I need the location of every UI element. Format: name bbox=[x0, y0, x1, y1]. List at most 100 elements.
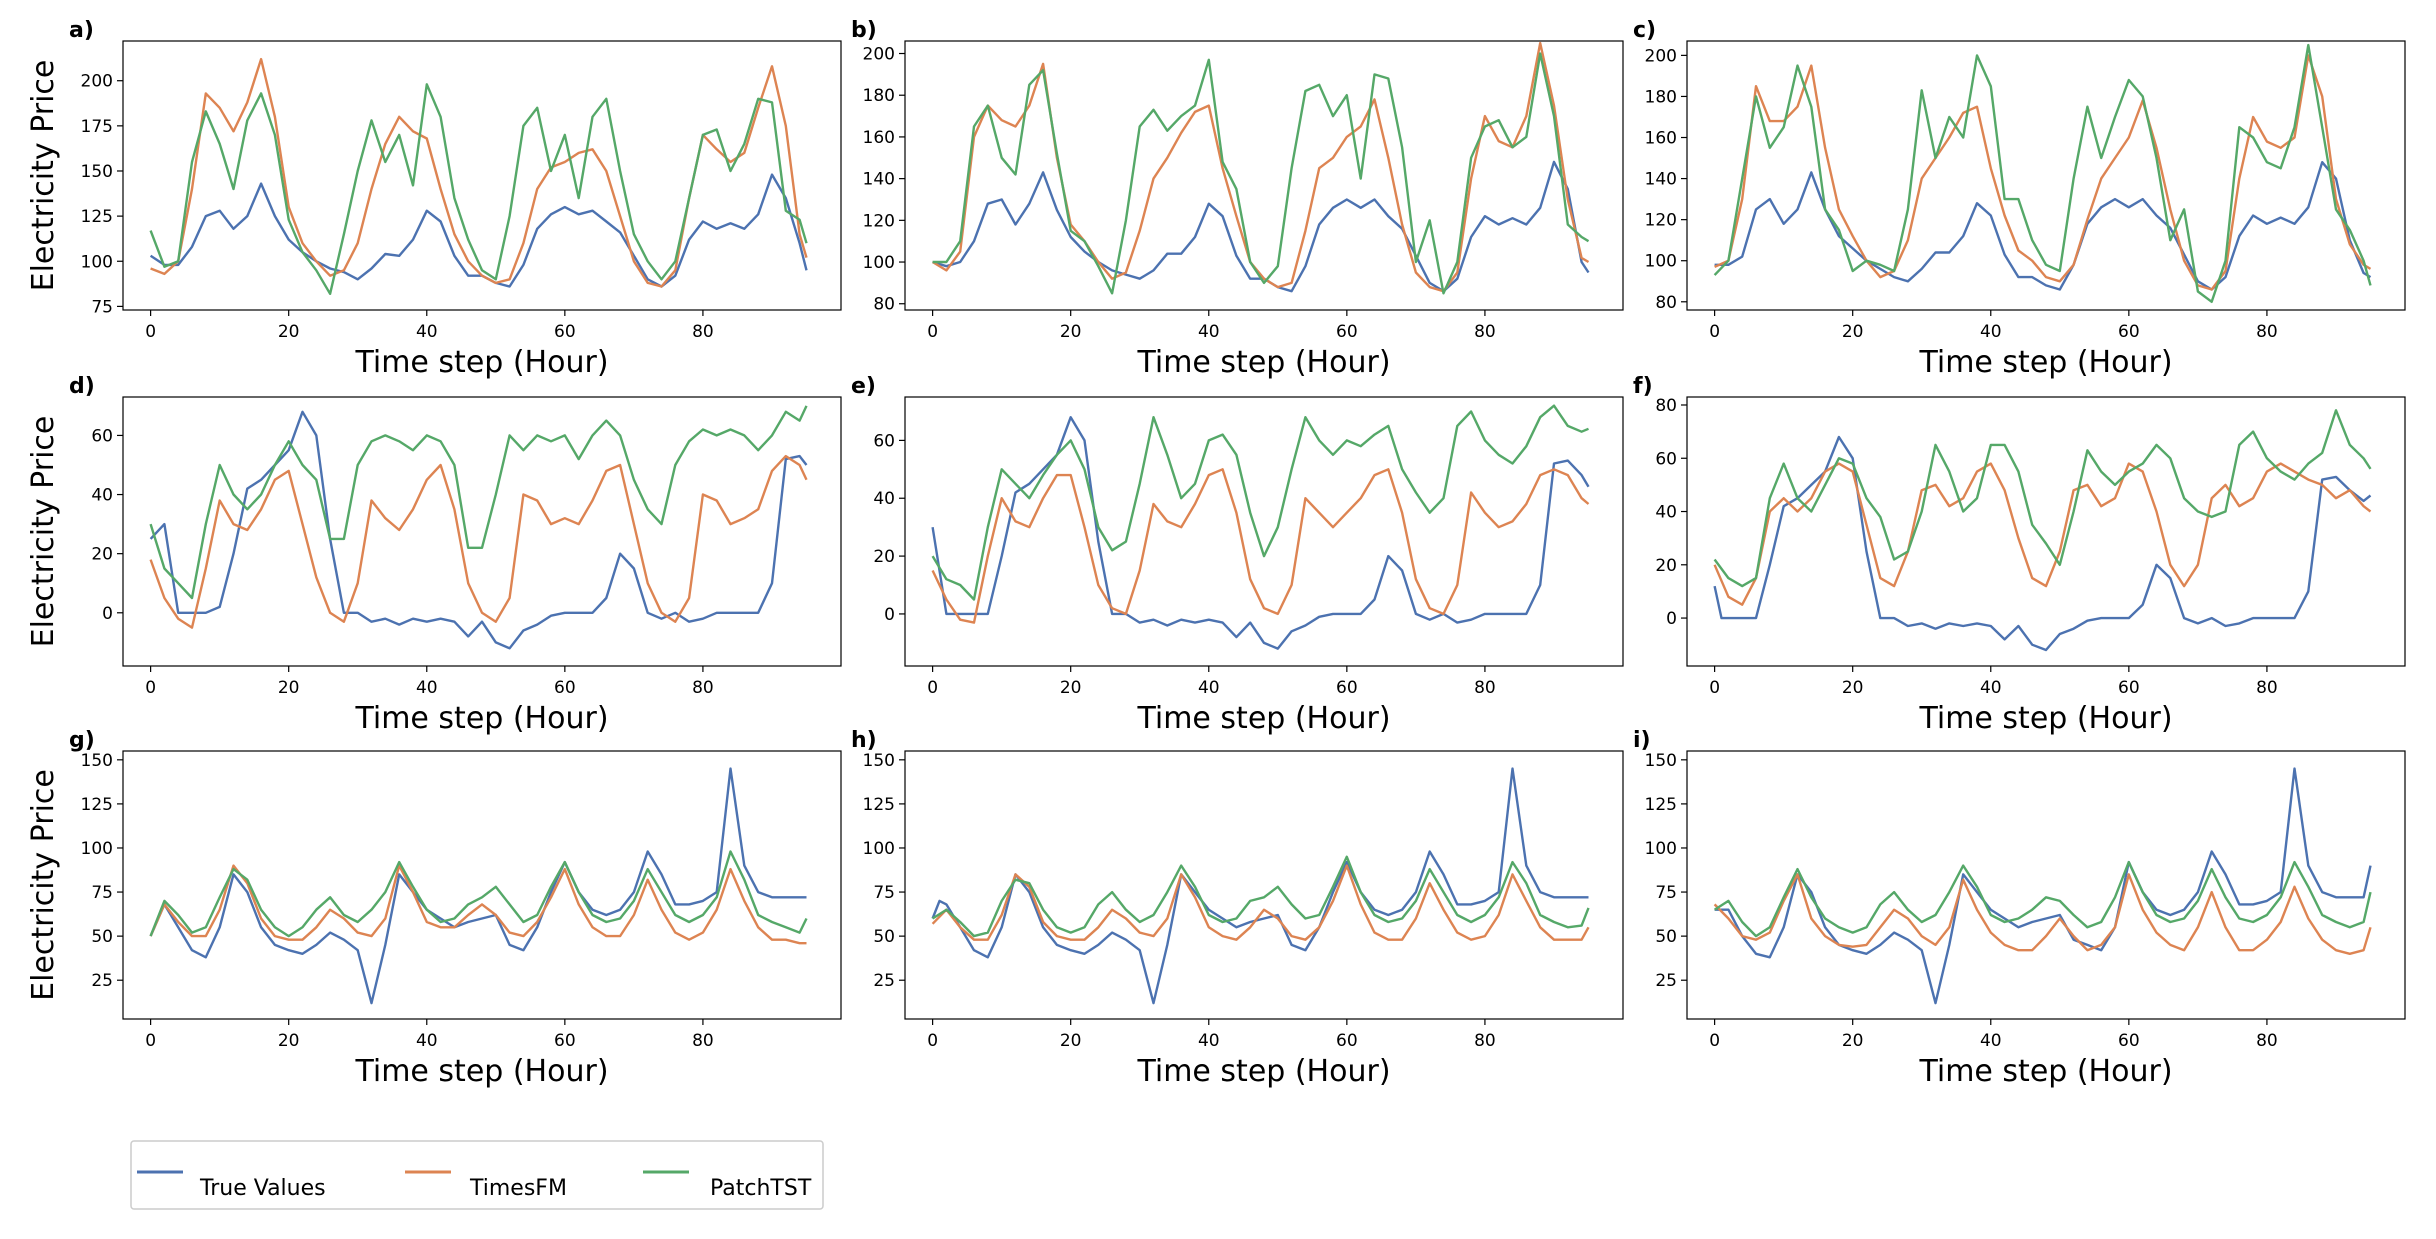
panel-d-xtick-label: 20 bbox=[278, 678, 300, 698]
panel-e-series-true-values bbox=[931, 416, 1590, 650]
panel-b-ytick-label: 160 bbox=[863, 128, 895, 148]
panel-c-xtick-label: 60 bbox=[2118, 322, 2140, 342]
panel-h-xtick-label: 40 bbox=[1198, 1031, 1220, 1051]
legend-frame bbox=[130, 1140, 824, 1210]
panel-i-series-patchtst bbox=[1713, 860, 2372, 938]
panel-i-tag: i) bbox=[1633, 728, 1651, 753]
panel-i-xtick-label: 60 bbox=[2118, 1031, 2140, 1051]
panel-c-xtick-label: 80 bbox=[2256, 322, 2278, 342]
panel-a-xtick-label: 20 bbox=[278, 322, 300, 342]
panel-b-ytick-label: 80 bbox=[873, 295, 895, 315]
panel-a-xlabel: Time step (Hour) bbox=[354, 345, 608, 380]
panel-b-xlabel: Time step (Hour) bbox=[1136, 345, 1390, 380]
panel-h-xtick-label: 0 bbox=[927, 1031, 938, 1051]
panel-g-tag: g) bbox=[69, 728, 95, 753]
panel-f-xtick-label: 60 bbox=[2118, 678, 2140, 698]
panel-i-xtick-label: 0 bbox=[1709, 1031, 1720, 1051]
panel-h-ytick-label: 150 bbox=[863, 751, 895, 771]
panel-h-xtick-label: 60 bbox=[1336, 1031, 1358, 1051]
panel-a-xtick-label: 40 bbox=[416, 322, 438, 342]
panel-h-series-patchtst bbox=[931, 855, 1590, 938]
panel-h-xtick-label: 80 bbox=[1474, 1031, 1496, 1051]
panel-c: 0 20 40 60 80 80 100 120 140 160 180 200 Time step (… bbox=[1633, 18, 2406, 380]
panel-g-series-true-values bbox=[149, 767, 807, 1005]
panel-e-ytick-label: 20 bbox=[873, 547, 895, 567]
panel-f: 0 20 40 60 80 0 20 40 60 80 Time step (Hour) f) bbox=[1633, 374, 2406, 736]
panel-g-xtick-label: 80 bbox=[692, 1031, 714, 1051]
panel-f-tag: f) bbox=[1633, 374, 1653, 399]
panel-b-tag: b) bbox=[851, 18, 877, 43]
panel-h-ytick-label: 50 bbox=[873, 927, 895, 947]
legend-label-true-values: True Values bbox=[199, 1176, 326, 1201]
panel-b-series-timesfm bbox=[931, 41, 1590, 293]
panel-d-xtick-label: 60 bbox=[554, 678, 576, 698]
panel-e-xlabel: Time step (Hour) bbox=[1136, 701, 1390, 736]
panel-d-xtick-label: 0 bbox=[145, 678, 156, 698]
panel-a-ylabel: Electricity Price bbox=[26, 60, 61, 292]
panel-e: 0 20 40 60 80 0 20 40 60 Time step (Hour) e) bbox=[851, 374, 1624, 736]
panel-c-xlabel: Time step (Hour) bbox=[1918, 345, 2172, 380]
panel-i: 0 20 40 60 80 25 50 75 100 125 150 Time step (Hour)… bbox=[1633, 728, 2406, 1089]
panel-b-axes-frame bbox=[904, 40, 1624, 311]
panel-a-xtick-label: 0 bbox=[145, 322, 156, 342]
panel-a-axes-frame bbox=[122, 40, 842, 311]
panel-f-series-patchtst bbox=[1713, 409, 2372, 588]
panel-g: 0 20 40 60 80 25 50 75 100 125 150 Time step (Hour)… bbox=[26, 728, 842, 1089]
panel-a-ytick-label: 75 bbox=[91, 297, 113, 317]
panel-d-series-timesfm bbox=[149, 454, 808, 629]
panel-e-ytick-label: 60 bbox=[873, 431, 895, 451]
panel-d: 0 20 40 60 80 0 20 40 60 Time step (Hour) Electric… bbox=[26, 374, 842, 736]
panel-a-xtick-label: 60 bbox=[554, 322, 576, 342]
panel-i-series-timesfm bbox=[1713, 873, 2372, 955]
panel-a-xtick-label: 80 bbox=[692, 322, 714, 342]
panel-a-ytick-label: 200 bbox=[81, 72, 113, 92]
panel-b-xtick-label: 20 bbox=[1060, 322, 1082, 342]
panel-c-ytick-label: 200 bbox=[1645, 46, 1677, 66]
panel-e-series-patchtst bbox=[931, 404, 1589, 601]
panel-a-ytick-label: 175 bbox=[81, 117, 113, 137]
panel-e-xtick-label: 60 bbox=[1336, 678, 1358, 698]
panel-c-ytick-label: 120 bbox=[1645, 211, 1677, 231]
panel-f-ytick-label: 60 bbox=[1655, 449, 1677, 469]
panel-d-ylabel: Electricity Price bbox=[26, 416, 61, 648]
panel-c-series-patchtst bbox=[1713, 43, 2372, 303]
panel-e-ytick-label: 0 bbox=[884, 605, 895, 625]
panel-h: 0 20 40 60 80 25 50 75 100 125 150 Time step (Hour)… bbox=[851, 728, 1624, 1089]
panel-f-ytick-label: 80 bbox=[1655, 396, 1677, 416]
panel-a-ytick-label: 125 bbox=[81, 207, 113, 227]
panel-a-ytick-label: 100 bbox=[81, 252, 113, 272]
panel-a-ytick-label: 150 bbox=[81, 162, 113, 182]
panel-i-ytick-label: 75 bbox=[1655, 883, 1677, 903]
panel-h-ytick-label: 100 bbox=[863, 839, 895, 859]
panel-i-ytick-label: 100 bbox=[1645, 839, 1677, 859]
panel-e-xtick-label: 40 bbox=[1198, 678, 1220, 698]
panel-e-series-timesfm bbox=[931, 468, 1590, 624]
panel-i-ytick-label: 25 bbox=[1655, 971, 1677, 991]
panel-i-xtick-label: 20 bbox=[1842, 1031, 1864, 1051]
panel-c-ytick-label: 80 bbox=[1655, 293, 1677, 313]
panel-d-axes-frame bbox=[122, 396, 842, 667]
panel-i-xlabel: Time step (Hour) bbox=[1918, 1054, 2172, 1089]
panel-g-ytick-label: 75 bbox=[91, 883, 113, 903]
panel-i-ytick-label: 125 bbox=[1645, 795, 1677, 815]
panel-b-ytick-label: 180 bbox=[863, 86, 895, 106]
panel-f-xtick-label: 40 bbox=[1980, 678, 2002, 698]
panel-g-ytick-label: 25 bbox=[91, 971, 113, 991]
panel-c-ytick-label: 100 bbox=[1645, 252, 1677, 272]
panel-f-xlabel: Time step (Hour) bbox=[1918, 701, 2172, 736]
panel-f-axes-frame bbox=[1686, 396, 2406, 667]
panel-c-tag: c) bbox=[1633, 18, 1656, 43]
panel-d-xtick-label: 40 bbox=[416, 678, 438, 698]
legend-label-timesfm: TimesFM bbox=[469, 1176, 567, 1201]
panel-e-xtick-label: 20 bbox=[1060, 678, 1082, 698]
panel-f-xtick-label: 80 bbox=[2256, 678, 2278, 698]
panel-i-xtick-label: 80 bbox=[2256, 1031, 2278, 1051]
panel-c-series-timesfm bbox=[1714, 54, 2372, 291]
panel-c-ytick-label: 140 bbox=[1645, 170, 1677, 190]
panel-d-tag: d) bbox=[69, 374, 95, 399]
legend-label-patchtst: PatchTST bbox=[710, 1176, 812, 1201]
panel-h-tag: h) bbox=[851, 728, 877, 753]
panel-i-ytick-label: 150 bbox=[1645, 751, 1677, 771]
